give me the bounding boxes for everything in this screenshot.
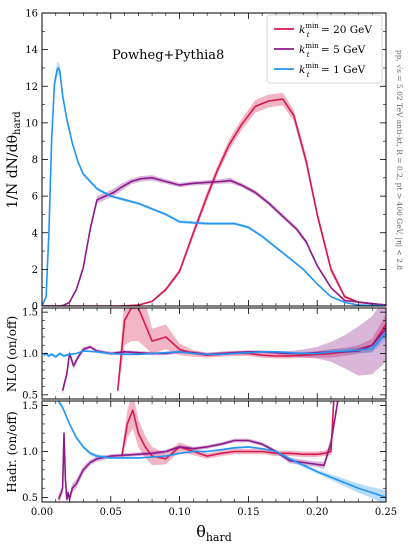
y-tick-label: 0 (32, 302, 38, 313)
y-axis-label-nlo: NLO (on/off) (5, 316, 19, 392)
y-tick-label: 4 (32, 228, 38, 239)
uncertainty-band-0 (42, 92, 386, 306)
legend-label-2: kmin t = 1 GeV (299, 62, 366, 79)
x-tick-label: 0.00 (31, 507, 53, 518)
nlo-ratio-panel: 0.5 1.0 1.5 (22, 307, 387, 401)
y-tick-label: 14 (25, 45, 38, 56)
x-tick-label: 0.10 (168, 507, 190, 518)
legend-box (266, 14, 383, 84)
x-tick-label: 0.25 (375, 507, 397, 518)
series-line-0 (42, 98, 386, 306)
x-tick-label: 0.20 (306, 507, 328, 518)
generator-annotation: Powheg+Pythia8 (112, 48, 224, 63)
main-distribution-panel: 0 2 4 6 8 10 12 14 16 (25, 9, 387, 313)
y-tick-label: 0.5 (22, 493, 38, 504)
series-line-1 (57, 401, 339, 500)
legend-label-0: kmin t = 20 GeV (299, 22, 372, 39)
y-tick-label: 1.5 (22, 401, 38, 412)
y-tick-label: 10 (25, 118, 38, 129)
x-axis-label: θhard (196, 522, 232, 544)
legend-label-1: kmin t = 5 GeV (299, 42, 366, 59)
y-axis-label-main: 1/N dN/dθhard (5, 111, 23, 209)
y-tick-label: 16 (25, 9, 38, 20)
series-line-1 (42, 177, 386, 306)
legend: kmin t = 20 GeV kmin t = 5 GeV kmin t = 1 GeV (266, 14, 383, 84)
y-tick-label: 8 (32, 155, 38, 166)
hadronization-ratio-panel: 0.5 1.0 1.5 (22, 400, 387, 504)
axis-labels: 0.00 0.05 0.10 0.15 0.20 0.25 θhard 1/N dN/dθha… (5, 48, 404, 544)
y-tick-label: 1.0 (22, 349, 38, 360)
y-tick-label: 12 (25, 82, 38, 93)
uncertainty-band-1 (42, 175, 386, 306)
x-tick-label: 0.05 (100, 507, 122, 518)
x-tick-label: 0.15 (237, 507, 259, 518)
series-line-0 (121, 401, 335, 460)
series-line-2 (42, 67, 386, 306)
plot-area (42, 308, 386, 395)
y-tick-label: 0.5 (22, 390, 38, 401)
plot-area (42, 61, 386, 306)
y-tick-label: 2 (32, 265, 38, 276)
plot-area (57, 401, 386, 502)
kinematic-cuts-note: pp, √s = 5.02 TeV anti-kt, R = 0.2, pt >… (395, 50, 404, 270)
y-tick-label: 1.5 (22, 308, 38, 319)
y-tick-label: 6 (32, 192, 38, 203)
series-line-2 (57, 401, 386, 499)
series-line-2 (42, 332, 386, 358)
y-axis-label-hadr: Hadr. (on/off) (5, 411, 19, 492)
y-tick-label: 1.0 (22, 447, 38, 458)
